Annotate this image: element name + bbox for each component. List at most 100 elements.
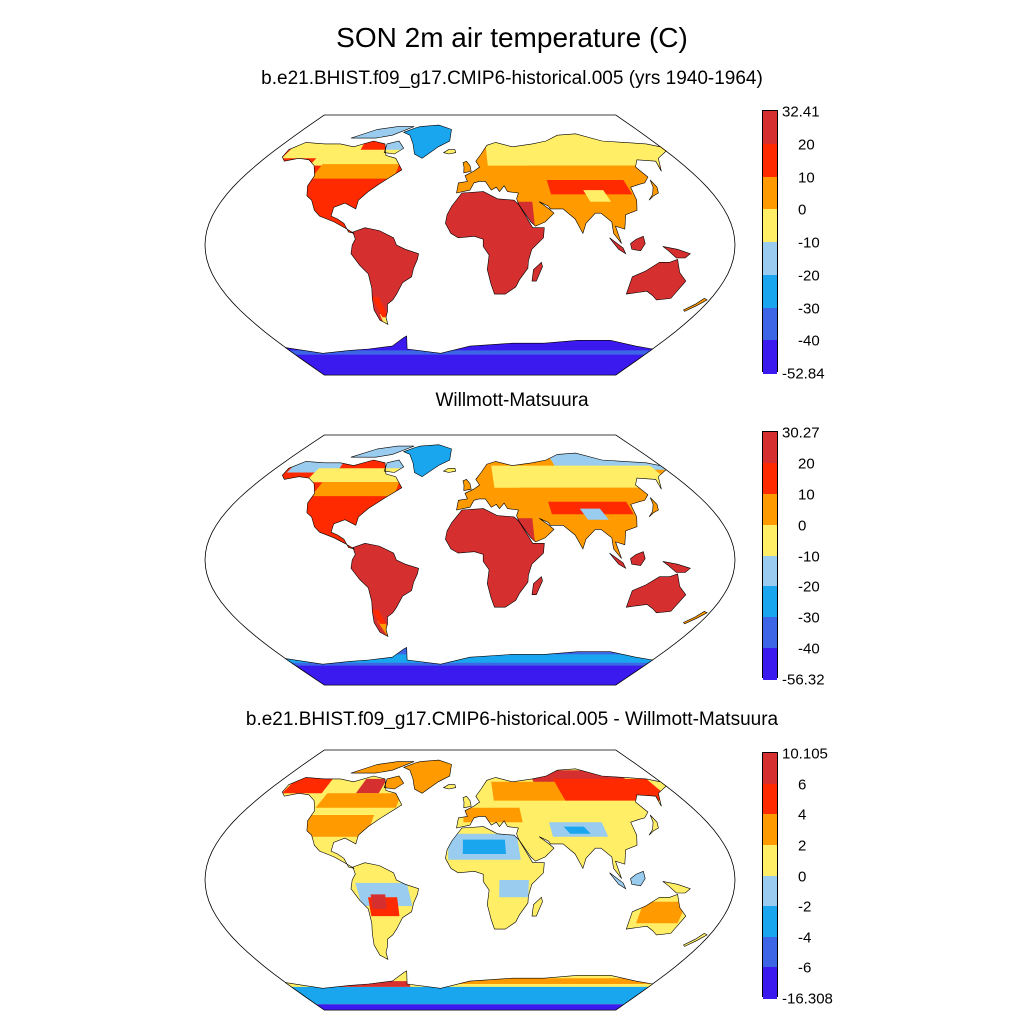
colorbar-label: 0 xyxy=(798,517,807,535)
colorbar-panel-2: 30.27 20 10 0 -10 -20 -30 -40 -56.32 xyxy=(762,425,872,689)
land-madagascar xyxy=(532,576,543,595)
coastline xyxy=(531,261,543,282)
colorbar-swatch xyxy=(763,906,777,938)
coastline xyxy=(350,227,419,325)
land-newGuinea xyxy=(662,246,691,258)
colorbar-label: -56.32 xyxy=(782,671,825,689)
colorbar-label: -10 xyxy=(798,234,820,252)
colorbar-swatch xyxy=(763,648,777,680)
temperature-cell xyxy=(583,190,612,202)
coastline xyxy=(402,759,452,794)
coastline xyxy=(350,862,419,960)
colorbar-label: -4 xyxy=(798,929,812,947)
coastline xyxy=(662,246,691,259)
land-southAmerica xyxy=(351,543,419,637)
colorbar-label: 20 xyxy=(798,455,815,473)
colorbar-panel-3: 10.105 6 4 2 0 -2 -4 -6 -16.308 xyxy=(762,746,872,1008)
temperature-cell xyxy=(636,901,688,924)
colorbar-swatch xyxy=(763,209,777,243)
temperature-cell xyxy=(315,1004,625,1010)
temperature-cell xyxy=(311,164,400,179)
colorbar-swatch xyxy=(763,111,777,145)
land-southAmerica xyxy=(351,227,419,325)
land-newGuinea xyxy=(662,561,691,573)
colorbar-swatch xyxy=(763,783,777,815)
land-archipelago xyxy=(350,126,415,139)
temperature-cell xyxy=(315,793,402,808)
colorbar-box xyxy=(762,752,778,999)
temperature-cell xyxy=(491,781,566,801)
colorbar-swatch xyxy=(763,493,777,526)
coastline xyxy=(625,573,687,614)
temperature-cell xyxy=(563,826,591,834)
coastline xyxy=(445,826,545,930)
colorbar-label: -2 xyxy=(798,898,812,916)
land-newZealand xyxy=(683,298,708,312)
temperature-cell xyxy=(455,201,537,238)
land-newZealand xyxy=(683,933,708,947)
colorbar-label: 32.41 xyxy=(782,103,820,121)
coastline xyxy=(609,237,627,255)
land-sumatra xyxy=(609,872,626,889)
temperature-cell xyxy=(295,665,645,685)
colorbar-label: -16.308 xyxy=(782,990,833,1008)
colorbar-label: -52.84 xyxy=(782,365,825,383)
temperature-cell xyxy=(289,350,651,355)
temperature-cell xyxy=(355,778,388,794)
temperature-cell xyxy=(282,776,336,794)
colorbar-label: 10.105 xyxy=(782,745,828,763)
coastline xyxy=(531,896,543,917)
coastline xyxy=(630,870,646,887)
colorbar-swatch xyxy=(763,143,777,177)
temperature-cell xyxy=(455,518,537,554)
coastline xyxy=(648,497,659,518)
coastline xyxy=(442,149,457,155)
map-panel-1 xyxy=(204,114,736,376)
land-greenland xyxy=(403,444,452,477)
coastline xyxy=(630,235,646,252)
colorbar-label: 2 xyxy=(798,837,807,855)
colorbar-label: 10 xyxy=(798,486,815,504)
temperature-cell xyxy=(304,468,406,483)
temperature-cell xyxy=(463,807,523,823)
land-borneo xyxy=(630,551,646,566)
land-australia xyxy=(626,259,686,300)
colorbar-label: 6 xyxy=(798,776,807,794)
coastline xyxy=(683,298,708,312)
coastline xyxy=(350,542,419,637)
colorbar-swatch xyxy=(763,875,777,907)
coastline xyxy=(383,775,405,790)
colorbar-panel-1: 32.41 20 10 0 -10 -20 -30 -40 -52.84 xyxy=(762,104,872,383)
temperature-cell xyxy=(295,354,645,375)
land-madagascar xyxy=(532,262,543,282)
coastline xyxy=(456,133,667,244)
panel-3-title: b.e21.BHIST.f09_g17.CMIP6-historical.005… xyxy=(245,709,779,730)
colorbar-swatch xyxy=(763,617,777,649)
coastline xyxy=(531,576,543,595)
colorbar-swatch xyxy=(763,462,777,495)
colorbar-label: 20 xyxy=(798,136,815,154)
land-madagascar xyxy=(532,897,543,917)
coastline xyxy=(281,459,403,550)
temperature-cell xyxy=(546,180,633,195)
land-uk xyxy=(463,161,472,173)
colorbar-swatch xyxy=(763,555,777,587)
colorbar-label: -20 xyxy=(798,578,820,596)
temperature-cell xyxy=(291,986,649,1005)
main-title: SON 2m air temperature (C) xyxy=(336,22,688,53)
land-japan xyxy=(649,815,659,836)
temperature-cell xyxy=(309,149,406,166)
coastline xyxy=(285,335,654,376)
colorbar-swatch xyxy=(763,242,777,276)
colorbar-swatch xyxy=(763,844,777,876)
land-greenland xyxy=(403,125,452,159)
coastline xyxy=(662,561,691,573)
colorbar-swatch xyxy=(763,340,777,374)
colorbar-swatch xyxy=(763,176,777,210)
colorbar-label: -30 xyxy=(798,300,820,317)
colorbar-label: 10 xyxy=(798,169,815,186)
coastline xyxy=(662,881,691,894)
coastline xyxy=(648,179,659,201)
coastline xyxy=(350,445,415,458)
